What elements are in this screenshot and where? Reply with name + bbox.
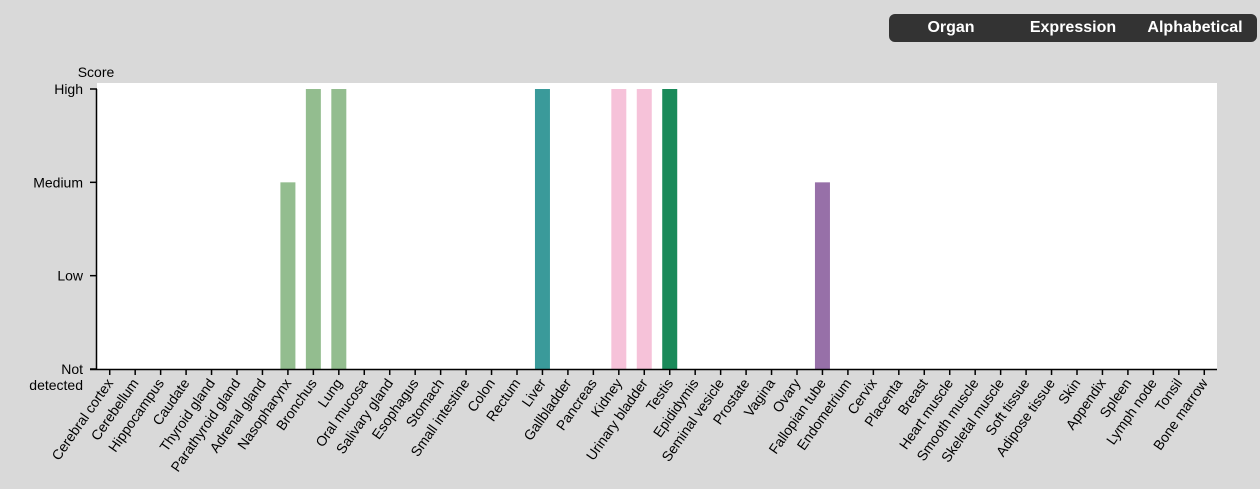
sort-toggle-group: Organ Expression Alphabetical — [889, 14, 1257, 42]
x-axis: Cerebral cortexCerebellumHippocampusCaud… — [48, 368, 1217, 475]
plot-area — [97, 83, 1217, 369]
bar[interactable] — [331, 89, 347, 369]
y-axis-title: Score — [78, 64, 115, 80]
y-tick-label: High — [54, 81, 83, 97]
bar[interactable] — [814, 182, 830, 369]
sort-organ-button[interactable]: Organ — [890, 15, 1012, 41]
bar[interactable] — [534, 89, 550, 369]
bar[interactable] — [305, 89, 321, 369]
y-tick-label: Medium — [33, 174, 83, 190]
sort-alphabetical-button[interactable]: Alphabetical — [1134, 15, 1256, 41]
y-tick-label: Not detected — [29, 361, 83, 393]
y-axis: Not detected Low Medium High — [29, 81, 98, 393]
y-tick-label: Low — [57, 268, 84, 284]
bar[interactable] — [636, 89, 652, 369]
sort-expression-button[interactable]: Expression — [1012, 15, 1134, 41]
bar[interactable] — [611, 89, 627, 369]
bar[interactable] — [662, 89, 678, 369]
bar[interactable] — [280, 182, 296, 369]
bars-group — [280, 89, 830, 369]
